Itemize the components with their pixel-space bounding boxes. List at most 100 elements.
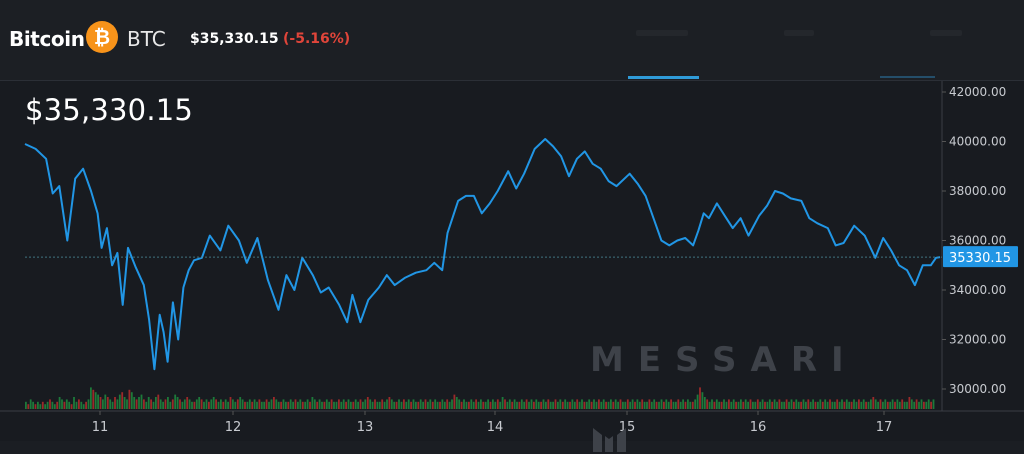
volume-bar — [241, 399, 244, 409]
volume-bar — [109, 399, 112, 409]
volume-bar — [542, 399, 545, 409]
volume-bar — [749, 399, 752, 409]
tab[interactable] — [930, 30, 962, 36]
volume-bar — [513, 399, 516, 409]
volume-bar — [388, 397, 391, 409]
volume-bar — [294, 399, 297, 409]
volume-bar — [848, 401, 851, 409]
volume-bar — [718, 401, 721, 409]
volume-bar — [694, 399, 697, 409]
volume-bar — [800, 401, 802, 409]
volume-bar — [92, 389, 95, 409]
volume-bar — [841, 399, 843, 409]
volume-bar — [898, 401, 901, 409]
volume-bar — [571, 399, 574, 409]
volume-bar — [53, 404, 56, 409]
volume-bar — [677, 399, 680, 409]
volume-bar — [111, 401, 114, 409]
volume-bar — [232, 399, 234, 409]
messari-logo-icon — [593, 428, 626, 452]
volume-bar — [325, 399, 328, 409]
volume-bar — [610, 399, 612, 409]
y-tick-label: 34000.00 — [949, 283, 1006, 297]
volume-bar — [552, 401, 554, 409]
price-chart[interactable]: 42000.00 40000.00 38000.00 36000.00 34000.00… — [0, 81, 1024, 452]
volume-bar — [699, 387, 701, 409]
volume-bar — [37, 401, 39, 409]
volume-bar — [732, 399, 735, 409]
volume-bar — [347, 399, 350, 409]
volume-bar — [525, 399, 528, 409]
volume-bar — [121, 392, 124, 409]
price-chart-svg[interactable]: 42000.00 40000.00 38000.00 36000.00 34000.00… — [0, 81, 1024, 441]
volume-bar — [61, 399, 63, 409]
volume-bar — [439, 401, 441, 409]
tab-selected[interactable] — [636, 30, 688, 36]
volume-bar — [773, 399, 776, 409]
volume-bar — [906, 401, 908, 409]
volume-bar — [371, 401, 374, 409]
volume-bar — [805, 401, 807, 409]
volume-bar — [162, 401, 164, 409]
volume-bar — [747, 401, 749, 409]
volume-bar — [390, 399, 393, 409]
volume-bar — [725, 401, 728, 409]
volume-bar — [157, 394, 160, 409]
volume-bar — [886, 401, 889, 409]
tab[interactable] — [784, 30, 814, 36]
volume-bar — [227, 401, 229, 409]
volume-bar — [850, 401, 853, 409]
volume-bar — [260, 401, 263, 409]
volume-bar — [607, 401, 610, 409]
volume-bar — [925, 401, 928, 409]
volume-bar — [193, 401, 196, 409]
volume-bar — [701, 392, 704, 409]
volume-bar — [776, 401, 778, 409]
volume-bar — [114, 397, 116, 409]
volume-bar — [843, 401, 846, 409]
volume-bar — [629, 401, 632, 409]
volume-bar — [150, 399, 152, 409]
volume-bar — [210, 399, 213, 409]
y-tick-label: 40000.00 — [949, 135, 1006, 149]
volume-bar — [853, 399, 855, 409]
volume-bar — [833, 401, 836, 409]
volume-bar — [328, 401, 331, 409]
volume-bar — [338, 399, 340, 409]
x-tick-label: 11 — [92, 420, 109, 435]
volume-bar — [354, 399, 357, 409]
volume-bar — [761, 399, 764, 409]
volume-bar — [862, 399, 865, 409]
volume-bar — [735, 401, 737, 409]
y-tick-label: 32000.00 — [949, 333, 1006, 347]
volume-bar — [788, 401, 790, 409]
volume-bar — [285, 401, 287, 409]
volume-bar — [304, 401, 307, 409]
volume-bar — [323, 401, 326, 409]
volume-bar — [932, 399, 935, 409]
volume-bar — [400, 401, 403, 409]
volume-bar — [477, 401, 480, 409]
volume-bar — [123, 397, 126, 409]
volume-bar — [894, 401, 896, 409]
volume-bar — [740, 399, 742, 409]
volume-bar — [821, 401, 824, 409]
volume-bar — [691, 401, 694, 409]
volume-bar — [434, 399, 437, 409]
volume-bar — [412, 399, 415, 409]
volume-bar — [711, 399, 713, 409]
volume-bar — [516, 401, 518, 409]
volume-bar — [901, 399, 904, 409]
volume-bar — [670, 399, 672, 409]
volume-bar — [152, 401, 155, 409]
volume-bar — [590, 401, 593, 409]
volume-bar — [638, 401, 641, 409]
volume-bar — [292, 401, 294, 409]
volume-bar — [369, 399, 372, 409]
volume-bar — [65, 399, 68, 409]
volume-bar — [405, 401, 408, 409]
volume-bar — [778, 399, 781, 409]
volume-bar — [32, 401, 34, 409]
volume-bar — [251, 401, 254, 409]
volume-bar — [494, 401, 497, 409]
